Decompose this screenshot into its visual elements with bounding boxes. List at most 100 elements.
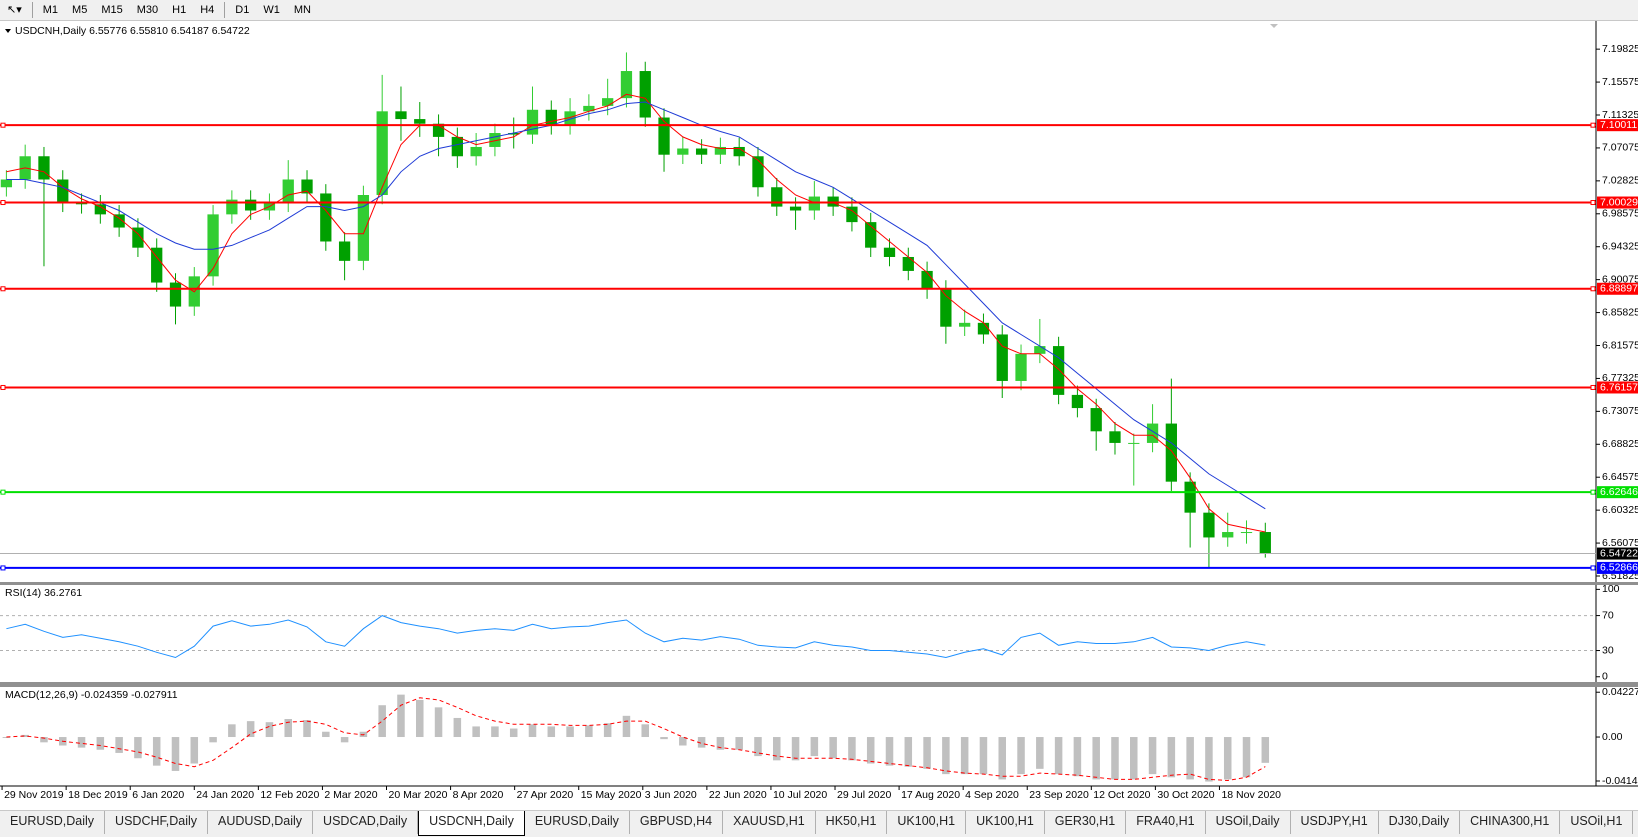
y-tick-label: 0.042275 <box>1602 686 1638 698</box>
histogram-bar <box>96 737 105 750</box>
histogram-bar <box>1186 737 1194 780</box>
histogram-bar <box>1261 737 1270 763</box>
histogram-bar <box>1017 737 1025 775</box>
chart-tab[interactable]: GBPUSD,H4 <box>630 811 724 834</box>
candle-body <box>1090 408 1102 432</box>
indicator-line <box>6 101 1266 510</box>
background <box>0 21 1638 810</box>
histogram-bar <box>434 707 443 738</box>
chart-tab[interactable]: USDJPY,H1 <box>1291 811 1379 834</box>
histogram-bar <box>998 737 1007 780</box>
y-tick-label: 7.02825 <box>1602 175 1638 187</box>
histogram-bar <box>134 737 142 759</box>
histogram-bar <box>1130 737 1138 780</box>
timeframe-toolbar: ↖▾ M1 M5 M15 M30 H1 H4 D1 W1 MN <box>0 0 1638 21</box>
candle-body <box>677 148 689 155</box>
chart-tab[interactable]: USDCHF,Daily <box>105 811 208 834</box>
level-label: 6.88897 <box>1600 283 1638 295</box>
y-tick-label: 6.60325 <box>1602 504 1638 516</box>
chart-tab[interactable]: HK50,H1 <box>816 811 888 834</box>
candle-body <box>902 256 914 271</box>
histogram-bar <box>679 737 687 746</box>
histogram-bar <box>754 737 762 757</box>
timeframe-button[interactable]: H1 <box>172 3 187 16</box>
chart-tab[interactable]: USDCNH,Daily <box>418 811 525 836</box>
histogram-bar <box>810 737 819 757</box>
candle-body <box>1259 532 1271 554</box>
chart-tab[interactable]: FRA40,H1 <box>1126 811 1206 834</box>
level-label-box <box>1597 486 1638 499</box>
timeframe-button[interactable]: H4 <box>200 3 215 16</box>
symbol-menu-arrow[interactable] <box>5 29 11 33</box>
timeframe-button[interactable]: D1 <box>235 3 250 16</box>
candle-body <box>695 148 708 155</box>
chart-tab[interactable]: USOil,H1 <box>1560 811 1634 834</box>
histogram-bar <box>378 705 386 738</box>
chart-tab[interactable]: EURUSD,Daily <box>0 811 106 834</box>
candle-body <box>282 179 294 203</box>
chart-tab[interactable]: UK100,H1 <box>887 811 967 834</box>
y-tick-label: 6.98575 <box>1602 208 1638 220</box>
candle-body <box>752 156 764 188</box>
candle-body <box>545 109 557 126</box>
level-handle <box>0 122 6 128</box>
chart-tab[interactable]: UK100,H1 <box>966 811 1045 834</box>
chart-tab[interactable]: CHINA300,H1 <box>1460 811 1561 834</box>
histogram-bar <box>115 737 123 753</box>
histogram-bar <box>246 721 255 738</box>
histogram-bar <box>472 726 480 738</box>
last-price-label: 6.54722 <box>1600 547 1638 559</box>
histogram-bar <box>284 719 292 738</box>
histogram-bar <box>923 737 931 769</box>
chart-tab[interactable]: USOil,Daily <box>1206 811 1291 834</box>
candle-body <box>996 334 1008 381</box>
x-tick-label: 27 Apr 2020 <box>517 789 574 801</box>
x-tick-label: 18 Dec 2019 <box>68 789 128 801</box>
candle-body <box>414 119 426 124</box>
chart-tab[interactable]: USDCAD,Daily <box>313 811 419 834</box>
y-tick-label: 6.73075 <box>1602 405 1638 417</box>
indicator-title: MACD(12,26,9) -0.024359 -0.027911 <box>5 689 178 701</box>
timeframe-button[interactable]: M15 <box>101 3 123 16</box>
indicator-line <box>6 615 1266 659</box>
histogram-bar <box>885 737 894 766</box>
chart-tab[interactable]: GER30,H1 <box>1045 811 1127 834</box>
candle-body <box>1015 353 1027 381</box>
timeframe-button[interactable]: W1 <box>263 3 280 16</box>
histogram-bar <box>1205 737 1213 782</box>
timeframe-button[interactable]: M1 <box>42 3 59 16</box>
y-tick-label: 6.94325 <box>1602 240 1638 252</box>
timeframe-button[interactable]: M5 <box>72 3 88 16</box>
level-handle <box>1590 489 1596 495</box>
chart-tab[interactable]: AUDUSD,Daily <box>208 811 314 834</box>
candle-body <box>639 71 651 118</box>
candle-body <box>301 179 313 194</box>
y-tick-label: 6.68825 <box>1602 438 1638 450</box>
candle-body <box>921 270 933 290</box>
x-tick-label: 29 Nov 2019 <box>4 789 64 801</box>
timeframe-button[interactable]: MN <box>293 3 311 16</box>
chart-tab[interactable]: DJ30,Daily <box>1379 811 1461 834</box>
candle-body <box>977 322 990 335</box>
histogram-bar <box>152 737 161 766</box>
chart-tab[interactable]: EURUSD,Daily <box>525 811 630 834</box>
x-tick-label: 15 May 2020 <box>581 789 642 801</box>
x-tick-label: 22 Jun 2020 <box>709 789 767 801</box>
histogram-bar <box>660 737 668 740</box>
y-tick-label: 100 <box>1602 583 1620 595</box>
level-label: 6.52866 <box>1600 562 1638 574</box>
x-tick-label: 10 Jul 2020 <box>773 789 827 801</box>
histogram-bar <box>491 726 499 738</box>
level-handle <box>0 489 6 495</box>
histogram-bar <box>340 737 349 743</box>
candle-body <box>226 199 238 215</box>
level-handle <box>1590 122 1596 128</box>
chart-tab[interactable]: XAUUSD,H1 <box>723 811 816 834</box>
timeframe-button[interactable]: M30 <box>136 3 159 16</box>
y-tick-label: -0.04148 <box>1602 775 1638 787</box>
candle-body <box>489 133 501 147</box>
level-handle <box>1590 565 1596 571</box>
candle-body <box>789 206 802 211</box>
candle-body <box>169 282 182 307</box>
cursor-tool[interactable]: ↖▾ <box>7 3 22 16</box>
